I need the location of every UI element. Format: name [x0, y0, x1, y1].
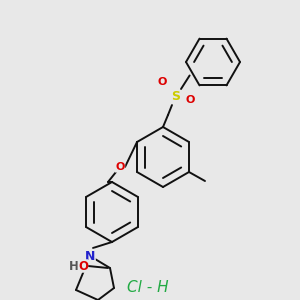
Text: O: O [115, 162, 125, 172]
Text: S: S [172, 91, 181, 103]
Text: O: O [78, 260, 88, 272]
Text: H: H [69, 260, 79, 272]
Text: Cl - H: Cl - H [127, 280, 169, 296]
Text: N: N [85, 250, 95, 262]
Text: O: O [157, 77, 167, 87]
Text: O: O [185, 95, 195, 105]
